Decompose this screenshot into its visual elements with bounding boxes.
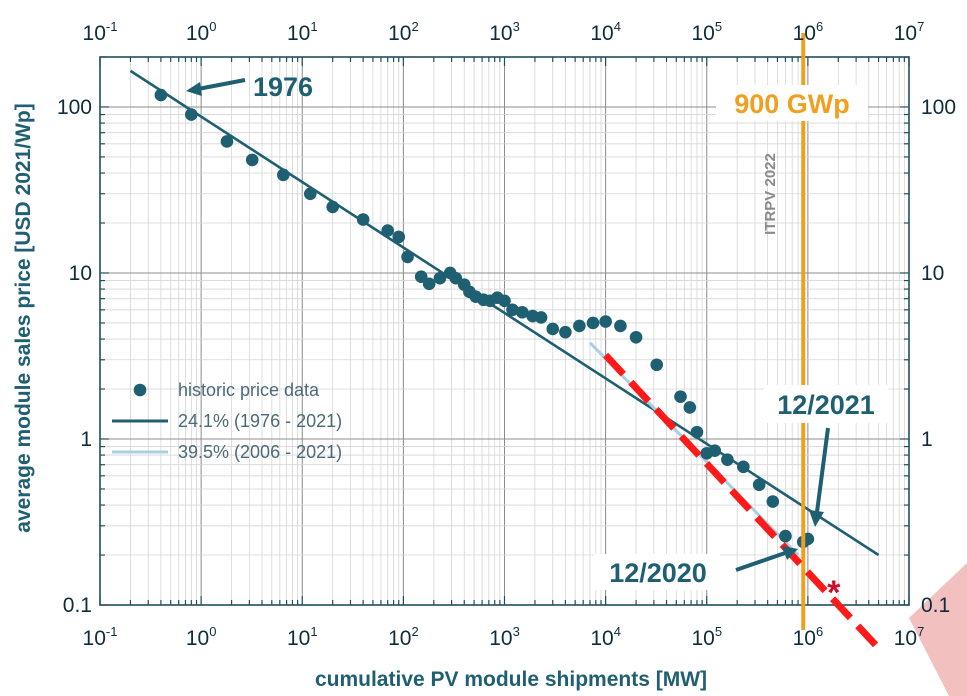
x-tick-label-top: 105 (691, 19, 722, 45)
legend-swatch (133, 383, 147, 397)
data-point (586, 316, 600, 330)
x-tick-label-bottom: 10-1 (83, 624, 118, 650)
annotation-arrow-2020 (735, 551, 786, 572)
data-point (303, 187, 317, 201)
annotation-arrowhead-1976 (186, 82, 202, 96)
data-point (220, 135, 234, 148)
data-point (392, 230, 406, 244)
data-point (559, 325, 572, 339)
legend-label: 24.1% (1976 - 2021) (178, 411, 342, 431)
y-tick-label-right: 10 (921, 262, 944, 285)
x-tick-label-bottom: 107 (894, 624, 925, 650)
data-points-layer (154, 88, 815, 549)
x-tick-label-bottom: 106 (793, 624, 824, 650)
data-point (326, 200, 339, 214)
annotation-bg-2020 (594, 554, 720, 590)
data-point (414, 270, 428, 283)
overlay-layer: * (603, 33, 882, 651)
annotation-bg-2021 (764, 385, 888, 423)
annotation-arrowhead-2020 (782, 546, 798, 560)
data-point (154, 88, 168, 102)
axes-layer (99, 56, 910, 606)
projection-cone (909, 563, 967, 696)
data-point (614, 319, 627, 333)
data-point (766, 495, 780, 508)
data-point (277, 168, 290, 182)
x-tick-label-bottom: 104 (590, 624, 621, 650)
annotation-label-1976: 1976 (253, 72, 313, 102)
data-point (752, 478, 766, 492)
x-tick-label-bottom: 103 (489, 624, 520, 650)
data-point (534, 311, 548, 324)
x-tick-label-bottom: 101 (287, 624, 318, 650)
series-line (129, 69, 880, 557)
data-point (498, 294, 511, 308)
x-axis-title: cumulative PV module shipments [MW] (315, 668, 707, 691)
y-tick-label-left: 100 (57, 96, 92, 119)
data-point (422, 277, 436, 291)
data-point (356, 213, 370, 226)
data-point (401, 250, 414, 264)
y-tick-label-right: 0.1 (921, 594, 950, 617)
data-point (737, 460, 750, 474)
x-tick-label-top: 10-1 (83, 19, 118, 45)
y-tick-label-left: 10 (69, 262, 92, 285)
data-point (573, 319, 586, 333)
y-tick-label-right: 100 (921, 96, 956, 119)
data-point (629, 330, 643, 344)
data-point (690, 425, 704, 439)
x-tick-label-top: 100 (186, 19, 217, 45)
projection-cone-layer (909, 563, 967, 696)
x-tick-label-top: 106 (793, 19, 824, 45)
legend-label: 39.5% (2006 - 2021) (178, 442, 342, 462)
x-tick-label-bottom: 102 (388, 624, 419, 650)
data-point (683, 401, 697, 414)
data-point (381, 224, 395, 237)
x-tick-label-bottom: 100 (186, 624, 217, 650)
data-point (185, 108, 198, 121)
x-tick-label-top: 107 (894, 19, 925, 45)
data-point (599, 315, 612, 328)
data-point (245, 153, 259, 167)
data-point (674, 390, 687, 403)
annotation-arrow-1976 (197, 78, 246, 91)
data-point (779, 529, 792, 543)
projection-marker: * (827, 574, 841, 612)
y-tick-label-left: 1 (80, 428, 92, 451)
labels-layer: 10-110-110010010110110210210310310410410… (57, 19, 956, 650)
data-point (546, 322, 560, 336)
data-point (650, 358, 664, 372)
data-point (721, 453, 734, 467)
legend-label: historic price data (178, 380, 320, 400)
data-point (433, 271, 447, 285)
x-tick-label-top: 102 (388, 19, 419, 45)
y-tick-label-right: 1 (921, 428, 933, 451)
projection-line (603, 352, 882, 651)
data-point (516, 305, 529, 319)
data-point (506, 303, 519, 317)
x-tick-label-top: 103 (489, 19, 520, 45)
y-tick-label-left: 0.1 (63, 594, 92, 617)
annotation-label-2020: 12/2020 (609, 558, 707, 588)
threshold-label-bg (716, 85, 868, 121)
annotation-arrow-2021 (815, 427, 830, 513)
data-point (708, 444, 722, 458)
threshold-note: ITRPV 2022 (762, 153, 779, 235)
x-tick-label-bottom: 105 (691, 624, 722, 650)
annotation-arrowhead-2021 (809, 510, 824, 527)
x-tick-label-top: 101 (287, 19, 318, 45)
threshold-label: 900 GWp (734, 89, 850, 119)
y-axis-title: average module sales price [USD 2021/Wp] (12, 103, 35, 533)
annotation-label-2021: 12/2021 (777, 390, 875, 420)
x-tick-label-top: 104 (590, 19, 621, 45)
